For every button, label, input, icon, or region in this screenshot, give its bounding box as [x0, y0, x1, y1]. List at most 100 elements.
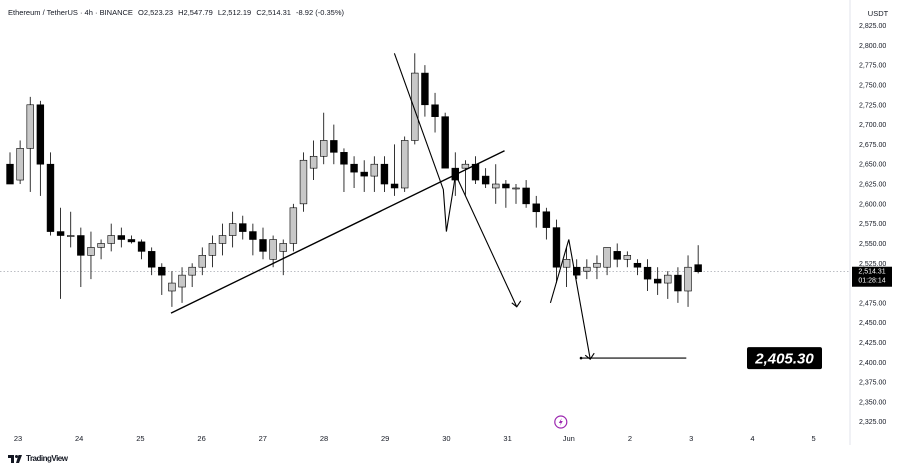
x-tick-label: 31: [503, 434, 511, 443]
candle-down[interactable]: [340, 152, 348, 165]
candle-up[interactable]: [228, 223, 237, 236]
candle-up[interactable]: [87, 247, 95, 256]
candle-down[interactable]: [380, 163, 389, 185]
candle-down[interactable]: [259, 239, 267, 252]
candle-down[interactable]: [77, 235, 85, 256]
candle-up[interactable]: [309, 155, 318, 169]
candle-up[interactable]: [593, 262, 601, 268]
countdown-label: 01:28:14: [858, 278, 885, 285]
candle-down[interactable]: [239, 223, 247, 232]
candle-down[interactable]: [360, 171, 368, 177]
candle-down[interactable]: [421, 72, 429, 106]
candle-down[interactable]: [330, 140, 338, 153]
candle-down[interactable]: [674, 274, 682, 292]
candle-up[interactable]: [512, 187, 520, 190]
candle-down[interactable]: [532, 203, 540, 213]
candle-down[interactable]: [56, 231, 65, 236]
trendline[interactable]: [170, 150, 505, 314]
target-price-box[interactable]: [747, 347, 822, 370]
candle-down[interactable]: [542, 211, 551, 228]
candle-up[interactable]: [603, 247, 611, 268]
candle-up[interactable]: [178, 274, 186, 288]
candle-up[interactable]: [188, 266, 196, 276]
candle-down[interactable]: [522, 187, 530, 205]
candle-down[interactable]: [117, 235, 126, 240]
candle-down[interactable]: [431, 104, 439, 117]
tradingview-logo-icon[interactable]: [8, 454, 22, 463]
candle-up[interactable]: [299, 159, 308, 205]
candle-up[interactable]: [583, 266, 591, 272]
y-tick-label: 2,375.00: [859, 380, 886, 387]
zigzag-projection[interactable]: [393, 53, 518, 308]
candle-up[interactable]: [107, 235, 115, 244]
candle-up[interactable]: [16, 148, 24, 181]
candle-up[interactable]: [289, 207, 298, 244]
candle-up[interactable]: [492, 183, 500, 189]
candle-up[interactable]: [218, 235, 227, 244]
candle-down[interactable]: [249, 231, 257, 240]
candle-down[interactable]: [350, 163, 358, 173]
candle-up[interactable]: [461, 163, 470, 169]
symbol-label[interactable]: Ethereum / TetherUS · 4h · BINANCE: [8, 8, 133, 17]
candle-up[interactable]: [664, 274, 672, 284]
y-tick-label: 2,725.00: [859, 102, 886, 109]
candle-down[interactable]: [36, 104, 45, 165]
candle-up[interactable]: [684, 266, 692, 292]
candle-up[interactable]: [269, 239, 277, 260]
chart-header: Ethereum / TetherUS · 4h · BINANCE O2,52…: [8, 8, 347, 17]
y-tick-label: 2,450.00: [859, 320, 886, 327]
candle-down[interactable]: [127, 239, 136, 243]
y-tick-label: 2,700.00: [859, 122, 886, 129]
y-tick-label: 2,800.00: [859, 43, 886, 50]
x-tick-label: 28: [320, 434, 328, 443]
y-tick-label: 2,675.00: [859, 142, 886, 149]
candle-up[interactable]: [208, 243, 217, 256]
candle-down[interactable]: [502, 183, 510, 189]
candle-up[interactable]: [67, 235, 75, 237]
x-tick-label: 23: [14, 434, 22, 443]
candle-down[interactable]: [643, 266, 652, 280]
candle-down[interactable]: [46, 163, 55, 232]
y-tick-label: 2,400.00: [859, 360, 886, 367]
x-tick-label: 2: [628, 434, 632, 443]
candle-down[interactable]: [653, 278, 662, 284]
candle-up[interactable]: [279, 243, 287, 252]
candle-up[interactable]: [411, 72, 419, 141]
candle-down[interactable]: [481, 175, 490, 185]
candle-up[interactable]: [168, 282, 176, 292]
candle-down[interactable]: [158, 266, 166, 276]
candle-down[interactable]: [390, 183, 399, 189]
x-tick-label: 30: [442, 434, 450, 443]
candle-down[interactable]: [613, 251, 621, 260]
candle-down[interactable]: [147, 251, 156, 268]
candle-down[interactable]: [137, 241, 146, 252]
x-tick-label: 29: [381, 434, 389, 443]
candle-up[interactable]: [320, 140, 328, 157]
candle-down[interactable]: [441, 116, 449, 169]
candle-down[interactable]: [552, 227, 561, 268]
x-tick-label: Jun: [563, 434, 575, 443]
tradingview-brand[interactable]: TradingView: [26, 454, 68, 463]
candle-up[interactable]: [623, 255, 632, 260]
candle-up[interactable]: [370, 163, 379, 177]
y-tick-label: 2,600.00: [859, 201, 886, 208]
y-tick-label: 2,825.00: [859, 23, 886, 30]
candle-up[interactable]: [562, 258, 571, 268]
last-price-label: 2,514.31: [858, 269, 885, 276]
x-tick-label: 4: [750, 434, 754, 443]
change-value: -8.92 (-0.35%): [296, 8, 344, 17]
candle-down[interactable]: [633, 262, 642, 268]
forecast-path[interactable]: [549, 239, 591, 360]
candle-up[interactable]: [97, 243, 105, 248]
candle-down[interactable]: [694, 264, 702, 273]
open-value: O2,523.23: [138, 8, 174, 17]
x-tick-label: 27: [259, 434, 267, 443]
candle-up[interactable]: [26, 104, 34, 149]
y-tick-label: 2,475.00: [859, 300, 886, 307]
candle-down[interactable]: [573, 266, 581, 276]
candle-down[interactable]: [6, 163, 14, 185]
candle-up[interactable]: [198, 255, 206, 268]
candle-up[interactable]: [400, 140, 409, 189]
y-tick-label: 2,775.00: [859, 63, 886, 70]
